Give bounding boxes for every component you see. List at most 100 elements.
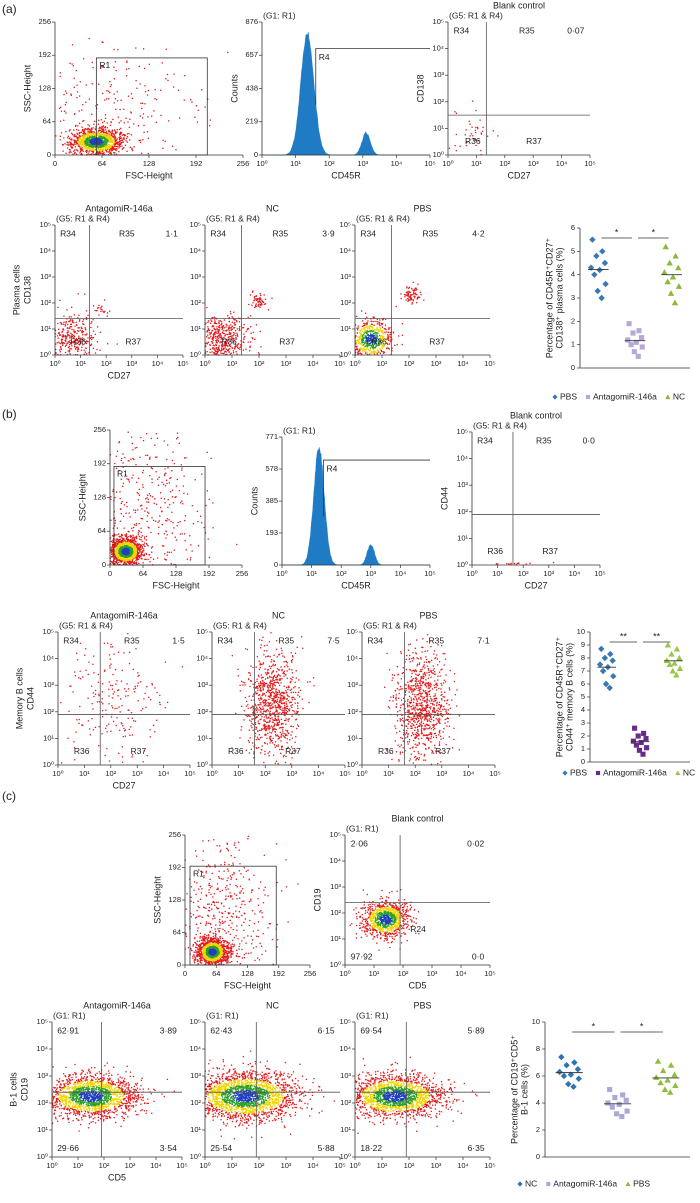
y-tick-label: 6 bbox=[581, 679, 585, 688]
data-point bbox=[620, 1092, 626, 1098]
y-tick-label: 10 bbox=[532, 1017, 540, 1026]
data-point bbox=[575, 1075, 582, 1082]
region-label: R34 bbox=[60, 228, 76, 238]
region-label: R37 bbox=[285, 746, 301, 756]
y-tick-label: 10⁰ bbox=[190, 1152, 201, 1161]
data-point bbox=[602, 680, 610, 688]
data-point bbox=[672, 252, 679, 259]
data-point bbox=[666, 1089, 674, 1095]
region-label: R36 bbox=[378, 746, 394, 756]
gate-region bbox=[95, 57, 208, 156]
region-label: R35 bbox=[124, 636, 140, 646]
x-tick-label: 10⁰ bbox=[276, 569, 287, 578]
region-label: R37 bbox=[526, 136, 542, 146]
data-point bbox=[631, 349, 637, 355]
y-tick-label: 10² bbox=[197, 707, 208, 716]
data-point bbox=[594, 287, 601, 295]
region-label: R36 bbox=[228, 746, 244, 756]
data-point bbox=[596, 266, 603, 274]
region-label: R36 bbox=[371, 336, 387, 346]
y-axis-label: SSC-Height bbox=[152, 876, 162, 924]
legend-marker bbox=[546, 1181, 551, 1187]
y-tick-label: 256 bbox=[38, 17, 51, 26]
panel-label: (a) bbox=[2, 2, 17, 16]
x-tick-label: 10³ bbox=[125, 1161, 136, 1170]
legend-marker bbox=[562, 770, 568, 776]
event-dots bbox=[83, 135, 109, 149]
event-dots bbox=[354, 1056, 478, 1135]
y-tick-label: 657 bbox=[245, 50, 258, 59]
x-tick-label: 10² bbox=[105, 769, 116, 778]
y-tick-label: 0 bbox=[254, 150, 258, 159]
gate-label: (G1: R1) bbox=[356, 1010, 389, 1020]
quadrant-percentage: 3·89 bbox=[160, 1026, 177, 1036]
x-tick-label: 64 bbox=[139, 569, 147, 578]
y-tick-label: 64 bbox=[173, 927, 181, 936]
region-label: R37 bbox=[125, 336, 141, 346]
x-tick-label: 10¹ bbox=[471, 159, 482, 168]
y-tick-label: 578 bbox=[265, 464, 278, 473]
event-dots bbox=[121, 547, 131, 556]
y-axis-label: SSC-Height bbox=[22, 64, 32, 112]
region-label: R34 bbox=[217, 636, 233, 646]
plot-title: NC bbox=[272, 610, 285, 620]
y-axis-label: CD138 bbox=[22, 276, 32, 304]
y-tick-label: 6 bbox=[536, 1071, 540, 1080]
y-tick-label: 10³ bbox=[340, 272, 351, 281]
gate-label: (G5: R1 & R4) bbox=[473, 420, 527, 430]
data-point bbox=[619, 1113, 625, 1120]
event-dots bbox=[208, 948, 217, 956]
gate-label: (G1: R1) bbox=[53, 1010, 86, 1020]
x-axis-label: FSC-Height bbox=[224, 980, 272, 990]
quadrant-percentage: 6·35 bbox=[468, 1143, 485, 1153]
y-tick-label: 10⁰ bbox=[330, 960, 341, 969]
data-point bbox=[623, 1097, 629, 1103]
region-label: R34 bbox=[477, 436, 493, 446]
x-tick-label: 64 bbox=[212, 969, 220, 978]
quadrant-percentage: 4·2 bbox=[472, 228, 485, 238]
x-tick-label: 10² bbox=[336, 569, 347, 578]
data-point bbox=[667, 1062, 675, 1068]
x-axis-label: CD27 bbox=[107, 370, 130, 380]
y-tick-label: 10³ bbox=[43, 680, 54, 689]
data-point bbox=[574, 1066, 582, 1073]
data-point bbox=[657, 1079, 664, 1086]
y-tick-label: 10³ bbox=[190, 272, 201, 281]
x-axis-label: FSC-Height bbox=[152, 580, 200, 590]
y-tick-label: 1 bbox=[571, 340, 575, 349]
data-point bbox=[666, 259, 673, 266]
region-label: R35 bbox=[423, 228, 439, 238]
data-point bbox=[609, 657, 616, 664]
x-tick-label: 10³ bbox=[126, 359, 137, 368]
quadrant-percentage: 1·1 bbox=[166, 228, 179, 238]
x-tick-label: 10⁵ bbox=[484, 1161, 495, 1170]
y-tick-label: 10⁴ bbox=[456, 454, 468, 463]
x-tick-label: 10³ bbox=[436, 769, 447, 778]
gate-label: (G5: R1 & R4) bbox=[56, 213, 110, 223]
y-tick-label: 10¹ bbox=[330, 934, 341, 943]
y-tick-label: 0 bbox=[274, 560, 278, 569]
y-axis-label: Counts bbox=[249, 486, 259, 515]
y-tick-label: 3 bbox=[581, 718, 585, 727]
x-tick-label: 10⁰ bbox=[256, 159, 267, 168]
quadrant-percentage: 97·92 bbox=[351, 951, 373, 961]
significance-label: * bbox=[592, 1021, 596, 1031]
y-tick-label: 0 bbox=[177, 960, 181, 969]
x-tick-label: 10¹ bbox=[377, 359, 388, 368]
event-dots bbox=[184, 835, 299, 966]
y-tick-label: 64 bbox=[43, 117, 51, 126]
y-tick-label: 0 bbox=[581, 757, 585, 766]
quadrant-percentage: 0·0 bbox=[583, 436, 596, 446]
data-point bbox=[616, 1101, 622, 1107]
y-tick-label: 10³ bbox=[40, 272, 51, 281]
data-point bbox=[662, 243, 669, 250]
x-tick-label: 10² bbox=[254, 359, 265, 368]
data-point bbox=[638, 739, 644, 746]
data-point bbox=[567, 1071, 575, 1078]
significance-label: * bbox=[640, 1021, 644, 1031]
data-point bbox=[609, 1104, 615, 1110]
x-tick-label: 10⁵ bbox=[484, 969, 495, 978]
x-tick-label: 10⁴ bbox=[457, 1161, 469, 1170]
data-point bbox=[565, 1080, 572, 1088]
y-tick-label: 876 bbox=[245, 17, 258, 26]
